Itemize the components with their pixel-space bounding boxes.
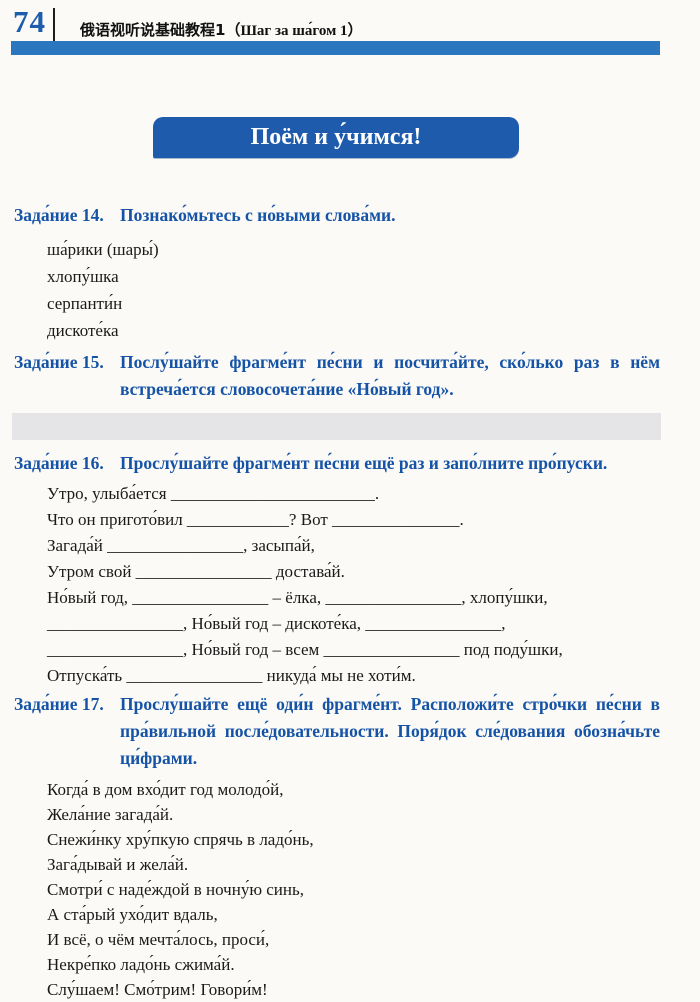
task-17-label: Зада́ние 17. xyxy=(14,694,104,714)
song-line: Снежи́нку хру́пкую спрячь в ладо́нь, xyxy=(47,830,314,849)
task-15-instruction: Послу́шайте фрагме́нт пе́сни и посчита́й… xyxy=(120,352,660,399)
task-14-instruction: Познако́мьтесь с но́выми слова́ми. xyxy=(120,205,396,225)
book-title-ru: （Шаг за ша́гом 1） xyxy=(225,23,363,39)
song-line: Некре́пко ладо́нь сжима́й. xyxy=(47,955,235,974)
song-line: И всё, о чём мечта́лось, проси́, xyxy=(47,930,270,949)
book-title: 俄语视听说基础教程1（Шаг за ша́гом 1） xyxy=(80,19,363,40)
task-16-instruction: Прослу́шайте фрагме́нт пе́сни ещё раз и … xyxy=(120,453,608,473)
task-14-heading: Зада́ние 14. Познако́мьтесь с но́выми сл… xyxy=(14,202,660,229)
fill-in-line: ________________, Но́вый год – дискоте́к… xyxy=(47,614,506,633)
page-number: 74 xyxy=(13,4,46,39)
book-title-cjk: 俄语视听说基础教程1 xyxy=(80,21,226,39)
fill-in-line: Но́вый год, ________________ – ёлка, ___… xyxy=(47,588,548,607)
separator-bar xyxy=(12,413,661,440)
task-16-heading: Зада́ние 16. Прослу́шайте фрагме́нт пе́с… xyxy=(14,450,660,477)
section-banner: Поём и у́чимся! xyxy=(153,117,519,158)
vocabulary-item: хлопу́шка xyxy=(47,267,119,286)
fill-in-line: ________________, Но́вый год – всем ____… xyxy=(47,640,563,659)
song-line: Слу́шаем! Смо́трим! Говори́м! xyxy=(47,980,268,999)
header-divider xyxy=(53,8,55,46)
header-rule-bar xyxy=(11,41,660,55)
task-17-instruction: Прослу́шайте ещё оди́н фрагме́нт. Распол… xyxy=(120,694,660,768)
song-line: Зага́дывай и жела́й. xyxy=(47,855,189,874)
task-15-heading: Зада́ние 15. Послу́шайте фрагме́нт пе́сн… xyxy=(14,349,660,403)
fill-in-line: Загада́й ________________, засыпа́й, xyxy=(47,536,315,555)
vocabulary-item: серпанти́н xyxy=(47,294,123,313)
page-header: 74 俄语视听说基础教程1（Шаг за ша́гом 1） xyxy=(0,0,700,55)
fill-in-lines: Утро, улыба́ется _______________________… xyxy=(47,481,700,689)
fill-in-line: Отпуска́ть ________________ никуда́ мы н… xyxy=(47,666,416,685)
vocabulary-item: дискоте́ка xyxy=(47,321,119,340)
section-banner-title: Поём и у́чимся! xyxy=(250,124,422,150)
task-14-label: Зада́ние 14. xyxy=(14,205,104,225)
fill-in-line: Утро, улыба́ется _______________________… xyxy=(47,484,380,503)
song-line: А ста́рый ухо́дит вдаль, xyxy=(47,905,218,924)
song-lines: Когда́ в дом вхо́дит год молодо́й, Жела́… xyxy=(47,777,700,1002)
task-17-heading: Зада́ние 17. Прослу́шайте ещё оди́н фраг… xyxy=(14,691,660,772)
fill-in-line: Утром свой ________________ достава́й. xyxy=(47,562,345,581)
song-line: Смотри́ с наде́ждой в ночну́ю синь, xyxy=(47,880,305,899)
task-15-label: Зада́ние 15. xyxy=(14,352,104,372)
fill-in-line: Что он пригото́вил ____________? Вот ___… xyxy=(47,510,464,529)
vocabulary-list: ша́рики (шары́) хлопу́шка серпанти́н дис… xyxy=(47,236,700,344)
vocabulary-item: ша́рики (шары́) xyxy=(47,240,159,259)
song-line: Когда́ в дом вхо́дит год молодо́й, xyxy=(47,780,284,799)
song-line: Жела́ние загада́й. xyxy=(47,805,174,824)
task-16-label: Зада́ние 16. xyxy=(14,453,104,473)
